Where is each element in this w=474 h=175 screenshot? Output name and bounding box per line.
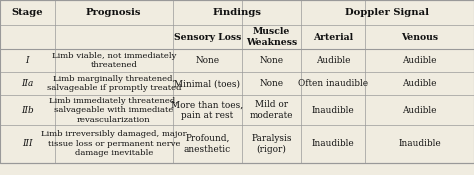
Text: Prognosis: Prognosis: [86, 8, 142, 17]
Text: Limb irreversibly damaged, major
tissue loss or permanent nerve
damage inevitabl: Limb irreversibly damaged, major tissue …: [41, 130, 187, 158]
Text: Stage: Stage: [11, 8, 43, 17]
Text: Minimal (toes): Minimal (toes): [174, 79, 240, 88]
Text: Limb marginally threatened,
salvageable if promptly treated: Limb marginally threatened, salvageable …: [46, 75, 181, 92]
Text: Venous: Venous: [401, 33, 438, 42]
Text: Inaudible: Inaudible: [398, 139, 441, 148]
Text: Inaudible: Inaudible: [311, 139, 355, 148]
Text: Limb viable, not immediately
threatened: Limb viable, not immediately threatened: [52, 52, 176, 69]
Text: Paralysis
(rigor): Paralysis (rigor): [251, 134, 292, 154]
Text: Muscle
Weakness: Muscle Weakness: [246, 27, 297, 47]
Text: None: None: [195, 56, 219, 65]
Text: IIb: IIb: [21, 106, 34, 115]
Text: Findings: Findings: [212, 8, 262, 17]
Text: Profound,
anesthetic: Profound, anesthetic: [184, 134, 231, 154]
Text: Doppler Signal: Doppler Signal: [346, 8, 429, 17]
Text: Arterial: Arterial: [313, 33, 353, 42]
Text: Limb immediately threatened,
salvageable with immediate
revascularization: Limb immediately threatened, salvageable…: [49, 97, 178, 124]
Text: Mild or
moderate: Mild or moderate: [250, 100, 293, 120]
Text: Often inaudible: Often inaudible: [298, 79, 368, 88]
Text: None: None: [259, 56, 283, 65]
Text: Inaudible: Inaudible: [311, 106, 355, 115]
Text: III: III: [22, 139, 33, 148]
Text: IIa: IIa: [21, 79, 33, 88]
Text: Audible: Audible: [402, 79, 437, 88]
Text: Audible: Audible: [402, 56, 437, 65]
Text: Audible: Audible: [402, 106, 437, 115]
Text: None: None: [259, 79, 283, 88]
Text: Sensory Loss: Sensory Loss: [173, 33, 241, 42]
Text: Audible: Audible: [316, 56, 350, 65]
Text: I: I: [26, 56, 29, 65]
Text: More than toes,
pain at rest: More than toes, pain at rest: [171, 100, 244, 120]
